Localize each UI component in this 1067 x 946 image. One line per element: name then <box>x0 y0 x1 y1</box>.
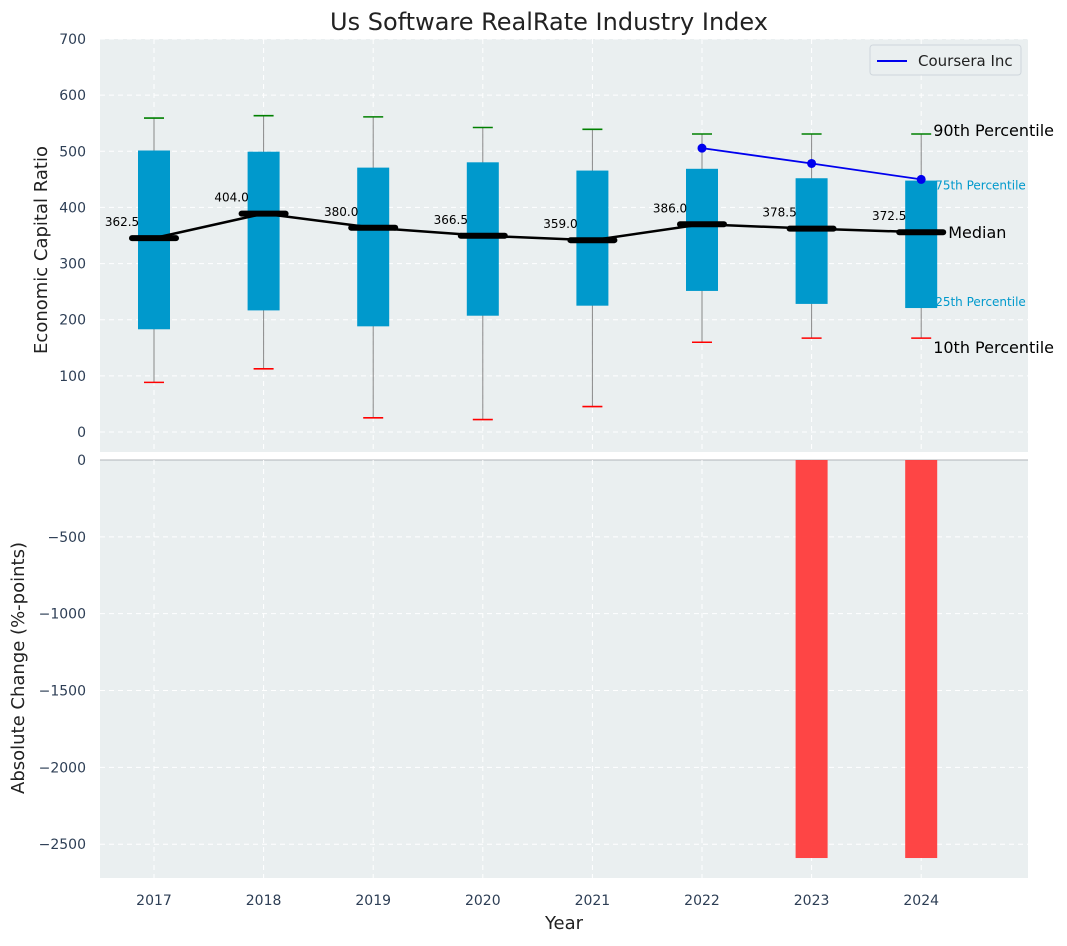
iqr-box <box>247 151 280 311</box>
change-bar <box>905 460 938 859</box>
top-y-tick-label: 200 <box>59 313 86 329</box>
bottom-panel-background <box>100 460 1028 878</box>
top-y-tick-label: 600 <box>59 88 86 104</box>
legend: Coursera Inc <box>869 44 1022 76</box>
company-series-point <box>916 174 926 184</box>
median-value-label: 386.0 <box>653 201 687 215</box>
top-y-axis-label: Economic Capital Ratio <box>31 146 52 354</box>
annotation-p10: 10th Percentile <box>933 338 1054 357</box>
iqr-box <box>686 168 718 291</box>
bottom-y-tick-label: −2000 <box>39 760 86 776</box>
bottom-panel: 0 −500 −1000 −1500 −2000 −2500 2017 2018 2019 202… <box>39 453 1028 909</box>
iqr-box <box>905 180 938 309</box>
top-panel-background <box>100 39 1028 452</box>
legend-label-coursera: Coursera Inc <box>918 52 1013 70</box>
top-y-tick-label: 400 <box>59 200 86 216</box>
top-y-tick-label: 0 <box>77 425 86 441</box>
iqr-box <box>466 162 499 316</box>
top-y-tick-label: 700 <box>59 32 86 48</box>
chart-title: Us Software RealRate Industry Index <box>330 8 768 36</box>
median-value-label: 362.5 <box>105 215 139 229</box>
legend-frame <box>869 44 1022 76</box>
median-value-label: 380.0 <box>324 205 358 219</box>
median-value-label: 372.5 <box>872 209 906 223</box>
x-tick-label: 2019 <box>355 893 391 909</box>
median-value-label: 378.5 <box>762 206 796 220</box>
bottom-y-tick-label: −500 <box>48 530 86 546</box>
annotation-median: Median <box>948 223 1006 242</box>
top-y-tick-label: 500 <box>59 144 86 160</box>
x-tick-label: 2022 <box>684 893 720 909</box>
x-tick-label: 2018 <box>246 893 282 909</box>
annotation-p90: 90th Percentile <box>933 121 1054 140</box>
x-tick-label: 2023 <box>794 893 830 909</box>
annotation-p25: 25th Percentile <box>935 295 1026 309</box>
change-bar <box>795 460 828 859</box>
top-y-tick-label: 100 <box>59 369 86 385</box>
x-tick-label: 2024 <box>903 893 939 909</box>
top-y-tick-label: 300 <box>59 257 86 273</box>
company-series-point <box>697 143 707 153</box>
bottom-y-axis-label: Absolute Change (%-points) <box>8 542 29 794</box>
top-panel: 0 100 200 300 400 500 600 700 362.5 404.0 380.0 366… <box>59 32 1054 452</box>
median-value-label: 359.0 <box>543 217 577 231</box>
annotation-p75: 75th Percentile <box>935 179 1026 193</box>
x-tick-label: 2017 <box>136 893 172 909</box>
bottom-y-tick-label: 0 <box>77 453 86 469</box>
iqr-box <box>795 178 828 304</box>
iqr-box <box>357 167 390 327</box>
x-tick-label: 2020 <box>465 893 501 909</box>
median-value-label: 366.5 <box>434 213 468 227</box>
company-series-point <box>807 158 817 168</box>
bottom-y-tick-label: −1000 <box>39 607 86 623</box>
x-axis-label: Year <box>544 913 584 934</box>
median-value-label: 404.0 <box>214 191 248 205</box>
bottom-y-tick-label: −2500 <box>39 837 86 853</box>
bottom-y-tick-label: −1500 <box>39 684 86 700</box>
x-tick-label: 2021 <box>575 893 611 909</box>
